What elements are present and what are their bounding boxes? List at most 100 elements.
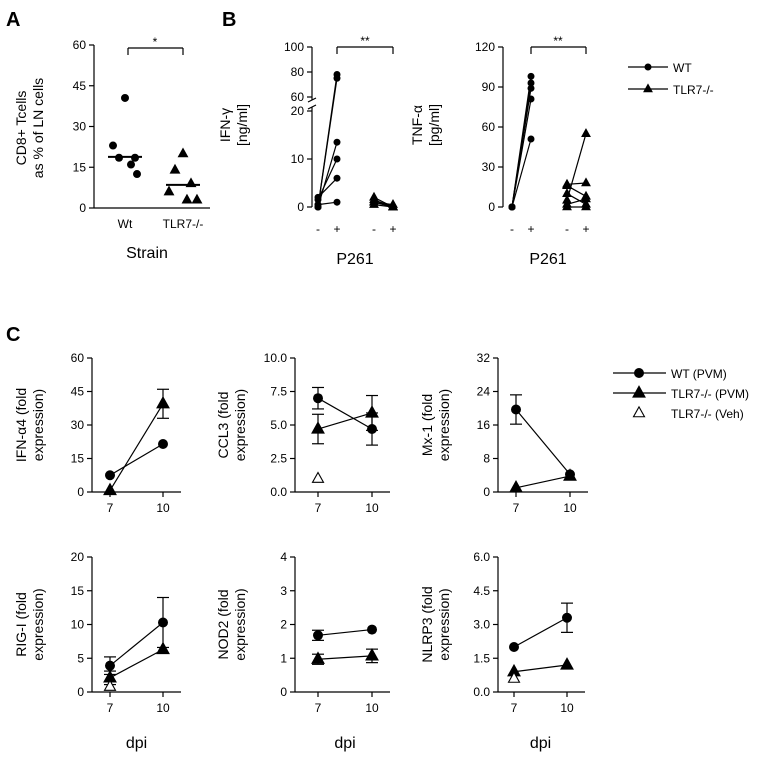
C2-y-tick-label: 0.0	[270, 485, 287, 499]
B1-ylabel: IFN-γ	[217, 108, 233, 142]
B2-pair-line	[511, 138, 532, 208]
C1-ylabel: expression)	[30, 389, 46, 461]
C3-y-tick-label: 16	[477, 418, 491, 432]
B1-pair-line	[317, 158, 338, 201]
C4-x-tick-label: 10	[156, 701, 170, 715]
C3-y-tick-label: 8	[483, 452, 490, 466]
B1-point-tlr7	[369, 196, 379, 206]
C5-y-tick-label: 1	[280, 651, 287, 665]
C6-y-tick-label: 6.0	[473, 550, 490, 564]
A-point-tlr7	[169, 163, 181, 174]
C4-point-wt	[105, 660, 115, 671]
C5-x-tick-label: 10	[365, 701, 379, 715]
C1-point-wt	[158, 438, 168, 449]
C2-y-tick-label: 5.0	[270, 418, 287, 432]
C4-y-tick-label: 0	[77, 685, 84, 699]
B2-point-wt	[527, 72, 535, 80]
B1-y-tick-label: 10	[291, 152, 305, 166]
C6-point-tlr7	[560, 657, 574, 670]
legend-C-wt-marker	[634, 368, 644, 378]
B2-point-tlr7	[562, 188, 572, 197]
C3-x-tick-label: 7	[513, 501, 520, 515]
C3-series-line-0	[515, 409, 571, 475]
B2-point-tlr7	[581, 177, 591, 187]
B2-sig-label: **	[553, 34, 563, 48]
C1-series-line-1	[109, 403, 164, 491]
B1-y-tick-label: 60	[291, 90, 305, 104]
B1-point-wt	[333, 198, 341, 206]
B1-x-title: P261	[336, 251, 373, 268]
A-x-title: Strain	[126, 245, 168, 262]
B1-point-wt	[333, 155, 341, 163]
C3-point-wt	[511, 404, 521, 415]
B2-point-tlr7	[562, 201, 572, 211]
B1-axis-break-1	[307, 97, 317, 103]
C5-ylabel: expression)	[232, 588, 248, 660]
C5-series-line-1	[317, 655, 373, 660]
A-y-tick-label: 30	[73, 120, 87, 134]
C4-point-tlr7	[156, 641, 170, 655]
C1-y-tick-label: 60	[71, 351, 85, 365]
C4-y-tick-label: 5	[77, 651, 84, 665]
C5-point-wt	[367, 624, 377, 635]
A-point-wt	[127, 160, 135, 169]
C4-series-line-1	[109, 648, 164, 679]
C1-point-tlr7	[156, 395, 170, 409]
C6-x-tick-label: 7	[511, 701, 518, 715]
B1-x-tick-label: +	[389, 222, 396, 236]
B1-point-wt	[314, 193, 322, 201]
panel-label-C: C	[6, 324, 20, 346]
B2-point-wt	[527, 135, 535, 143]
C2-ylabel: expression)	[232, 389, 248, 461]
C4-ylabel: expression)	[30, 588, 46, 660]
C2-point-wt	[313, 393, 323, 404]
B2-ylabel: [pg/ml]	[426, 104, 442, 146]
B2-y-tick-label: 30	[482, 160, 496, 174]
C1-x-tick-label: 10	[156, 501, 170, 515]
C1-y-tick-label: 0	[77, 485, 84, 499]
B2-pair-line	[566, 133, 587, 201]
C5-y-tick-label: 2	[280, 618, 287, 632]
C6-y-tick-label: 0.0	[473, 685, 490, 699]
B1-point-tlr7	[388, 201, 398, 211]
B1-y-tick-label: 100	[284, 40, 304, 54]
C4-y-tick-label: 15	[71, 584, 85, 598]
C3-point-tlr7	[509, 479, 523, 493]
C4-ylabel: RIG-I (fold	[13, 592, 29, 657]
C6-x-tick-label: 10	[560, 701, 574, 715]
panel-label-B: B	[222, 9, 236, 31]
C2-point-tlr7	[365, 405, 379, 418]
C5-y-tick-label: 4	[280, 550, 287, 564]
C3-ylabel: Mx-1 (fold	[419, 394, 435, 456]
C3-y-tick-label: 32	[477, 351, 491, 365]
B1-y-tick-label: 80	[291, 65, 305, 79]
B2-point-tlr7	[581, 128, 591, 137]
C5-x-tick-label: 7	[315, 701, 322, 715]
C6-point-wt	[509, 642, 519, 652]
A-x-tick-label: Wt	[118, 217, 133, 231]
legend-C-veh-marker	[632, 405, 646, 418]
B2-y-tick-label: 60	[482, 120, 496, 134]
legend-C-tlr7-marker	[632, 385, 646, 398]
C4-y-tick-label: 20	[71, 550, 85, 564]
B2-point-wt	[527, 95, 535, 103]
legend-B-tlr7-marker	[643, 83, 653, 93]
B1-point-wt	[333, 74, 341, 82]
C1-point-tlr7	[103, 482, 117, 496]
B1-point-wt	[333, 174, 341, 182]
B2-y-tick-label: 90	[482, 80, 496, 94]
C1-y-tick-label: 30	[71, 418, 85, 432]
C4-point-veh	[103, 679, 117, 691]
B2-point-wt	[508, 203, 516, 211]
B2-x-title: P261	[529, 251, 566, 268]
C5-y-tick-label: 0	[280, 685, 287, 699]
B2-y-tick-label: 120	[475, 40, 495, 54]
B2-x-tick-label: -	[510, 222, 514, 236]
C5-point-tlr7	[365, 648, 379, 661]
B1-pair-line	[317, 177, 338, 198]
C6-series-line-0	[513, 617, 568, 648]
A-point-tlr7	[191, 193, 203, 204]
C2-x-tick-label: 10	[365, 501, 379, 515]
C5-x-title: dpi	[334, 735, 355, 752]
